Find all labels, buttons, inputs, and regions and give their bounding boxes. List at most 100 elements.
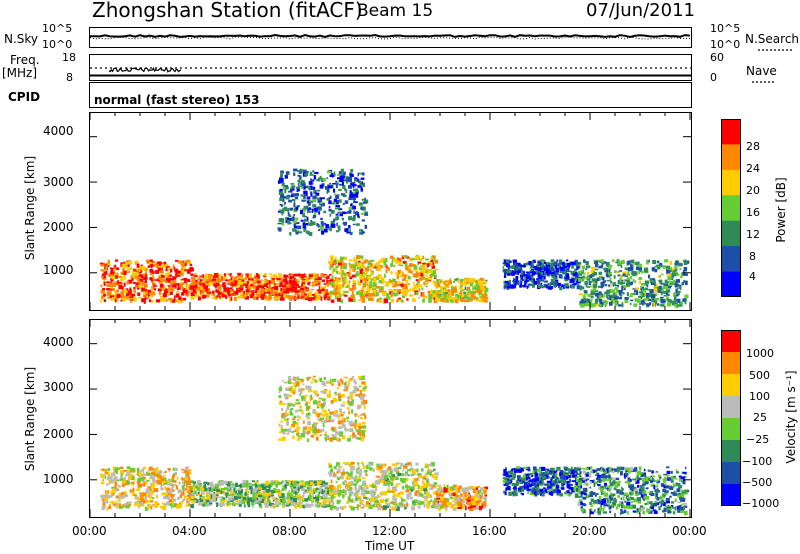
- data-cell: [420, 258, 423, 262]
- data-cell: [215, 497, 218, 501]
- data-cell: [350, 475, 353, 478]
- data-cell: [262, 496, 266, 501]
- data-cell: [192, 498, 197, 501]
- data-cell: [384, 500, 387, 505]
- data-cell: [395, 283, 400, 287]
- data-cell: [288, 287, 293, 292]
- data-cell: [317, 197, 321, 200]
- data-cell: [337, 477, 340, 481]
- data-cell: [430, 499, 433, 503]
- data-cell: [118, 500, 121, 503]
- data-cell: [377, 277, 379, 280]
- data-cell: [288, 213, 291, 216]
- data-cell: [279, 290, 284, 295]
- data-cell: [186, 290, 188, 295]
- data-cell: [141, 266, 146, 271]
- data-cell: [250, 290, 253, 293]
- data-cell: [391, 474, 396, 478]
- data-cell: [259, 498, 262, 502]
- data-cell: [195, 287, 200, 290]
- data-cell: [308, 274, 313, 277]
- data-cell: [335, 279, 340, 284]
- data-cell: [528, 280, 533, 282]
- data-cell: [331, 223, 336, 228]
- data-cell: [297, 273, 301, 277]
- data-cell: [375, 496, 378, 501]
- data-cell: [115, 470, 118, 475]
- data-cell: [290, 272, 293, 275]
- data-cell: [297, 179, 301, 183]
- data-cell: [403, 274, 407, 279]
- data-cell: [390, 271, 393, 275]
- data-cell: [120, 473, 123, 478]
- data-cell: [122, 295, 127, 298]
- data-cell: [107, 265, 110, 267]
- data-cell: [310, 288, 314, 291]
- data-cell: [354, 178, 358, 182]
- data-cell: [522, 278, 525, 281]
- data-cell: [394, 476, 399, 480]
- data-cell: [286, 218, 292, 221]
- data-cell: [378, 463, 384, 467]
- data-cell: [246, 500, 250, 505]
- velocity-ytick-1000: 1000: [43, 472, 74, 486]
- colorbar-swatch: [721, 144, 741, 171]
- data-cell: [555, 268, 559, 273]
- data-cell: [257, 280, 261, 283]
- data-cell: [155, 299, 161, 303]
- data-cell: [237, 272, 242, 276]
- data-cell: [306, 216, 309, 222]
- data-cell: [237, 494, 242, 497]
- data-cell: [503, 269, 508, 273]
- data-cell: [526, 278, 528, 281]
- data-cell: [194, 275, 198, 277]
- data-cell: [503, 285, 506, 290]
- data-cell: [343, 185, 346, 188]
- data-cell: [310, 487, 313, 491]
- data-cell: [174, 268, 179, 273]
- data-cell: [426, 464, 429, 468]
- data-cell: [257, 492, 262, 495]
- data-cell: [308, 222, 313, 226]
- data-cell: [188, 290, 190, 294]
- data-cell: [576, 277, 580, 280]
- data-cell: [438, 290, 442, 294]
- data-cell: [190, 495, 195, 500]
- power-cbar-tick-24: 24: [746, 162, 760, 175]
- data-cell: [390, 482, 393, 487]
- data-cell: [327, 188, 330, 193]
- data-cell: [314, 296, 318, 299]
- data-cell: [345, 180, 349, 184]
- data-cell: [423, 483, 427, 487]
- data-cell: [443, 290, 448, 293]
- data-cell: [230, 294, 233, 297]
- data-cell: [181, 287, 184, 291]
- data-cell: [208, 487, 211, 491]
- data-cell: [564, 264, 568, 269]
- data-cell: [318, 483, 321, 486]
- data-cell: [303, 215, 307, 218]
- data-cell: [293, 214, 296, 217]
- data-cell: [300, 219, 304, 222]
- data-cell: [667, 284, 672, 286]
- data-cell: [296, 205, 300, 208]
- plot-title: Zhongshan Station (fitACF): [92, 0, 363, 22]
- data-cell: [607, 272, 613, 275]
- data-cell: [182, 487, 187, 491]
- data-cell: [298, 181, 303, 184]
- data-cell: [109, 504, 111, 507]
- data-cell: [105, 266, 108, 270]
- data-cell: [227, 273, 232, 276]
- data-cell: [359, 229, 363, 232]
- data-cell: [648, 274, 651, 279]
- data-cell: [256, 296, 259, 300]
- data-cell: [370, 489, 375, 492]
- data-cell: [349, 463, 351, 465]
- data-cell: [304, 498, 309, 501]
- data-cell: [213, 283, 218, 287]
- data-cell: [483, 299, 488, 303]
- data-cell: [147, 486, 151, 491]
- data-cell: [293, 289, 296, 293]
- data-cell: [309, 499, 312, 502]
- data-cell: [163, 288, 167, 291]
